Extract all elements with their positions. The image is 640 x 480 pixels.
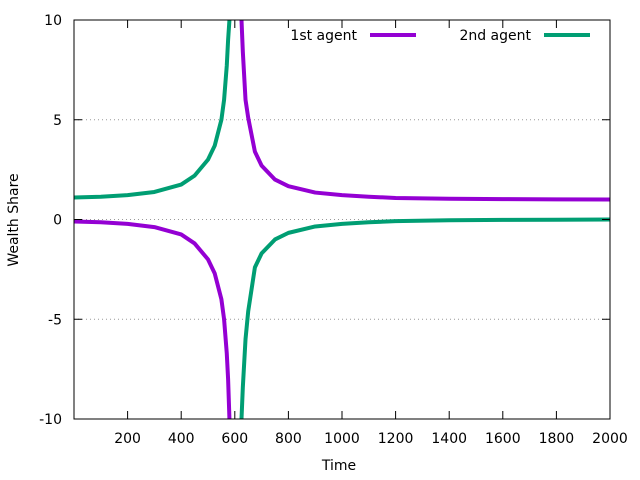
x-tick-label: 600 <box>221 431 248 447</box>
x-tick-label: 1600 <box>485 431 521 447</box>
x-tick-label: 400 <box>168 431 195 447</box>
x-tick-label: 1200 <box>378 431 414 447</box>
x-axis-title: Time <box>321 458 356 474</box>
legend-label-2: 2nd agent <box>459 28 531 44</box>
x-tick-label: 1800 <box>539 431 575 447</box>
series-lines <box>74 20 610 419</box>
series-line-1 <box>74 20 610 419</box>
y-tick-label: -10 <box>39 412 62 428</box>
x-tick-label: 800 <box>275 431 302 447</box>
y-tick-label: 0 <box>53 213 62 229</box>
y-tick-label: 10 <box>44 13 62 29</box>
x-tick-label: 1000 <box>324 431 360 447</box>
x-tick-label: 2000 <box>592 431 628 447</box>
y-axis-title: Wealth Share <box>6 173 22 266</box>
y-tick-label: 5 <box>53 113 62 129</box>
legend-label-1: 1st agent <box>290 28 357 44</box>
legend: 1st agent 2nd agent <box>290 28 590 44</box>
grid-lines <box>74 119 610 320</box>
x-tick-label: 200 <box>114 431 141 447</box>
y-tick-label: -5 <box>48 312 62 328</box>
series-line-2 <box>74 20 610 419</box>
axis-ticks: -10 -5 0 5 10 200 400 600 800 1000 1200 1400 1600 180… <box>39 13 628 447</box>
x-tick-label: 1400 <box>431 431 467 447</box>
